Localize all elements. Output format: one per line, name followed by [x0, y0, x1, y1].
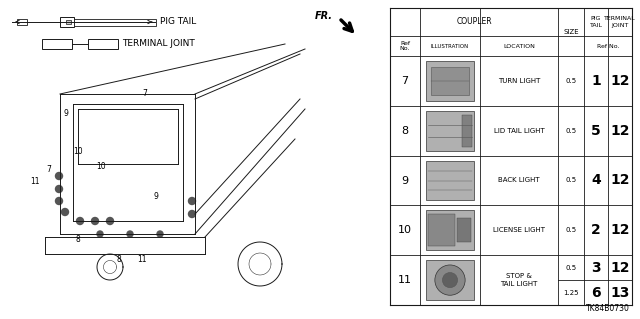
Circle shape — [56, 186, 63, 192]
Text: 12: 12 — [611, 223, 630, 237]
Text: 0.5: 0.5 — [565, 78, 577, 84]
Text: 0.5: 0.5 — [565, 265, 577, 271]
Text: 12: 12 — [611, 74, 630, 88]
Circle shape — [189, 211, 195, 218]
Circle shape — [106, 218, 113, 225]
FancyBboxPatch shape — [426, 260, 474, 300]
Bar — [428, 214, 455, 246]
FancyBboxPatch shape — [426, 160, 474, 200]
Circle shape — [435, 265, 465, 295]
Text: FR.: FR. — [315, 11, 333, 21]
Text: 9: 9 — [64, 109, 69, 118]
Circle shape — [61, 209, 68, 216]
Text: PIG TAIL: PIG TAIL — [160, 18, 196, 26]
Bar — [66, 20, 71, 24]
Text: 1: 1 — [591, 74, 601, 88]
FancyBboxPatch shape — [426, 210, 474, 250]
Text: 6: 6 — [591, 286, 601, 300]
Text: 4: 4 — [591, 174, 601, 188]
Text: 8: 8 — [76, 234, 81, 243]
Bar — [462, 115, 472, 147]
Text: 8: 8 — [116, 255, 121, 263]
FancyBboxPatch shape — [426, 61, 474, 101]
Text: 12: 12 — [611, 174, 630, 188]
Text: TK84B0730: TK84B0730 — [586, 304, 630, 313]
Circle shape — [92, 218, 99, 225]
Text: LICENSE LIGHT: LICENSE LIGHT — [493, 227, 545, 233]
Text: LOCATION: LOCATION — [503, 43, 535, 48]
Text: 8: 8 — [401, 126, 408, 136]
Text: TERMINAL JOINT: TERMINAL JOINT — [122, 40, 195, 48]
Circle shape — [157, 231, 163, 237]
Text: STOP &
TAIL LIGHT: STOP & TAIL LIGHT — [500, 273, 538, 287]
Text: Ref
No.: Ref No. — [400, 41, 410, 51]
Text: 7: 7 — [142, 90, 147, 99]
Text: 7: 7 — [47, 165, 51, 174]
Text: 10: 10 — [73, 147, 83, 156]
Text: TURN LIGHT: TURN LIGHT — [498, 78, 540, 84]
Text: COUPLER: COUPLER — [456, 18, 492, 26]
Text: 1.25: 1.25 — [563, 290, 579, 295]
Text: 11: 11 — [29, 177, 39, 186]
Circle shape — [77, 218, 83, 225]
Text: BACK LIGHT: BACK LIGHT — [498, 177, 540, 183]
Text: 2: 2 — [591, 223, 601, 237]
Text: 13: 13 — [611, 286, 630, 300]
Circle shape — [189, 197, 195, 204]
Circle shape — [127, 231, 133, 237]
Circle shape — [97, 231, 103, 237]
Text: SIZE: SIZE — [563, 29, 579, 35]
Text: 0.5: 0.5 — [565, 177, 577, 183]
Text: 10: 10 — [398, 225, 412, 235]
Text: Ref No.: Ref No. — [596, 43, 620, 48]
Text: 11: 11 — [137, 255, 147, 263]
Text: 9: 9 — [154, 192, 159, 201]
Text: LID TAIL LIGHT: LID TAIL LIGHT — [493, 128, 545, 134]
Bar — [60, 17, 74, 27]
Circle shape — [56, 173, 63, 180]
Text: 12: 12 — [611, 261, 630, 275]
Circle shape — [56, 197, 63, 204]
Text: TERMINAL
JOINT: TERMINAL JOINT — [604, 16, 636, 28]
Text: 9: 9 — [401, 175, 408, 186]
Text: 7: 7 — [401, 76, 408, 86]
Text: 11: 11 — [398, 275, 412, 285]
Text: 3: 3 — [591, 261, 601, 275]
Text: 5: 5 — [591, 124, 601, 138]
Text: ILLUSTRATION: ILLUSTRATION — [431, 43, 469, 48]
Text: 12: 12 — [611, 124, 630, 138]
Circle shape — [442, 272, 458, 288]
Bar — [74, 19, 156, 26]
FancyBboxPatch shape — [431, 67, 469, 95]
Bar — [42, 39, 72, 49]
Text: 0.5: 0.5 — [565, 128, 577, 134]
Bar — [88, 39, 118, 49]
FancyBboxPatch shape — [426, 111, 474, 151]
Bar — [17, 19, 27, 25]
Bar — [457, 218, 470, 242]
Text: 10: 10 — [97, 162, 106, 171]
Text: PIG
TAIL: PIG TAIL — [589, 16, 602, 28]
Text: 0.5: 0.5 — [565, 227, 577, 233]
